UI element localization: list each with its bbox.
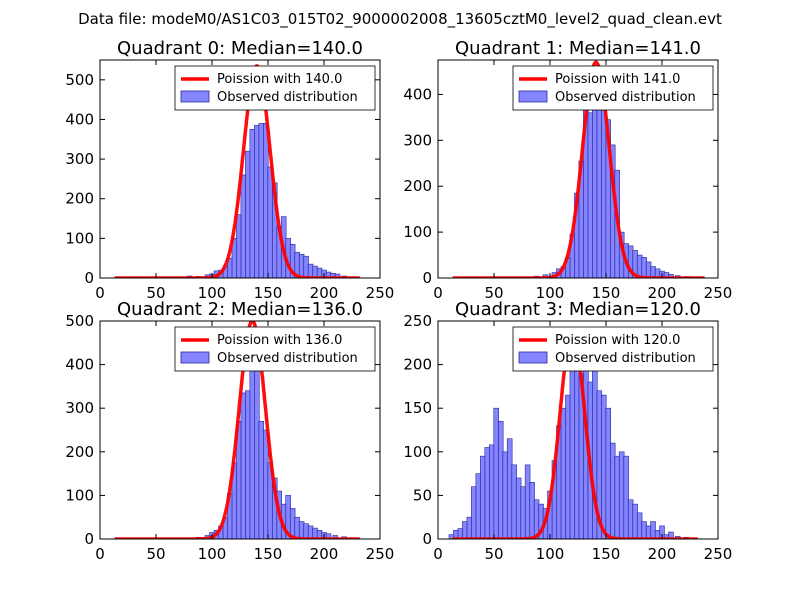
x-tick-label: 250 <box>366 545 395 563</box>
figure-title: Data file: modeM0/AS1C03_015T02_90000020… <box>78 10 722 29</box>
y-tick-label: 0 <box>84 269 94 287</box>
histogram-bars <box>186 123 356 278</box>
panel-quadrant-1: Quadrant 1: Median=141.0 0 50 100 150 200 250 0… <box>403 38 732 302</box>
x-tick-label: 150 <box>254 545 283 563</box>
x-tick-label: 150 <box>254 284 283 302</box>
x-tick-label: 100 <box>198 545 227 563</box>
legend-observed-swatch <box>180 90 210 103</box>
y-tick-label: 0 <box>422 530 432 548</box>
legend-poisson-label: Poission with 120.0 <box>555 333 680 348</box>
histogram-bars <box>448 342 690 539</box>
panel-title: Quadrant 3: Median=120.0 <box>455 299 701 320</box>
legend-observed-swatch <box>518 90 548 103</box>
axes-frame <box>99 320 381 540</box>
x-tick-label: 250 <box>704 545 733 563</box>
x-tick-label: 250 <box>704 284 733 302</box>
x-tick-label: 0 <box>433 545 443 563</box>
panel-quadrant-0: Quadrant 0: Median=140.0 0 50 100 150 200 250 0… <box>65 38 394 302</box>
y-tick-label: 400 <box>65 110 94 128</box>
x-tick-label: 50 <box>484 545 503 563</box>
histogram-bar <box>325 533 332 539</box>
panel-title: Quadrant 2: Median=136.0 <box>117 299 363 320</box>
y-tick-label: 200 <box>65 443 94 461</box>
x-tick-label: 200 <box>648 284 677 302</box>
histogram-bars <box>533 68 690 278</box>
x-tick-label: 0 <box>95 284 105 302</box>
legend-observed-swatch <box>180 351 210 364</box>
legend-observed-label: Observed distribution <box>555 351 696 366</box>
legend-poisson-label: Poission with 141.0 <box>555 72 680 87</box>
legend-box <box>512 326 714 372</box>
y-tick-label: 300 <box>65 399 94 417</box>
x-tick-label: 50 <box>146 545 165 563</box>
y-tick-label: 150 <box>403 399 432 417</box>
y-tick-label: 50 <box>413 486 432 504</box>
y-tick-label: 300 <box>65 150 94 168</box>
panel-quadrant-2: Quadrant 2: Median=136.0 0 50 100 150 200 250 0… <box>65 299 394 563</box>
y-tick-label: 0 <box>422 269 432 287</box>
histogram-bar <box>334 273 341 278</box>
y-tick-label: 500 <box>65 71 94 89</box>
x-tick-label: 150 <box>592 545 621 563</box>
histogram-bar <box>623 455 629 539</box>
legend-poisson-label: Poission with 136.0 <box>217 333 342 348</box>
y-tick-label: 200 <box>403 177 432 195</box>
legend-poisson-label: Poission with 140.0 <box>217 72 342 87</box>
poisson-curve <box>452 60 705 278</box>
histogram-bars <box>195 359 356 539</box>
y-tick-label: 400 <box>403 85 432 103</box>
panel-title: Quadrant 1: Median=141.0 <box>455 38 701 59</box>
y-tick-label: 0 <box>84 530 94 548</box>
x-tick-label: 100 <box>536 545 565 563</box>
x-tick-label: 100 <box>198 284 227 302</box>
x-tick-label: 50 <box>484 284 503 302</box>
y-tick-label: 100 <box>65 486 94 504</box>
x-tick-label: 50 <box>146 284 165 302</box>
legend: Poission with 136.0 Observed distribution <box>174 326 376 372</box>
y-tick-label: 100 <box>403 223 432 241</box>
x-tick-label: 200 <box>310 545 339 563</box>
panel-quadrant-3: Quadrant 3: Median=120.0 0 50 100 150 200 250 0… <box>403 299 732 563</box>
x-tick-label: 0 <box>433 284 443 302</box>
legend-observed-swatch <box>518 351 548 364</box>
axes-frame <box>99 59 381 279</box>
axes-frame <box>437 59 719 279</box>
x-tick-label: 0 <box>95 545 105 563</box>
legend-box <box>512 65 714 111</box>
poisson-curve <box>114 321 360 539</box>
y-tick-label: 300 <box>403 131 432 149</box>
legend-observed-label: Observed distribution <box>555 90 696 105</box>
legend: Poission with 120.0 Observed distribution <box>512 326 714 372</box>
legend-box <box>174 65 376 111</box>
x-tick-label: 150 <box>592 284 621 302</box>
panel-title: Quadrant 0: Median=140.0 <box>117 38 363 59</box>
legend-observed-label: Observed distribution <box>217 351 358 366</box>
legend: Poission with 140.0 Observed distribution <box>174 65 376 111</box>
histogram-bar <box>668 274 674 278</box>
y-tick-label: 200 <box>65 190 94 208</box>
y-tick-label: 500 <box>65 312 94 330</box>
legend: Poission with 141.0 Observed distribution <box>512 65 714 111</box>
axes-frame <box>437 320 719 540</box>
y-tick-label: 200 <box>403 356 432 374</box>
x-tick-label: 200 <box>310 284 339 302</box>
y-tick-label: 100 <box>403 443 432 461</box>
poisson-curve <box>114 64 360 278</box>
y-tick-label: 400 <box>65 356 94 374</box>
y-tick-label: 250 <box>403 312 432 330</box>
x-tick-label: 250 <box>366 284 395 302</box>
legend-observed-label: Observed distribution <box>217 90 358 105</box>
legend-box <box>174 326 376 372</box>
x-tick-label: 100 <box>536 284 565 302</box>
x-tick-label: 200 <box>648 545 677 563</box>
y-tick-label: 100 <box>65 229 94 247</box>
